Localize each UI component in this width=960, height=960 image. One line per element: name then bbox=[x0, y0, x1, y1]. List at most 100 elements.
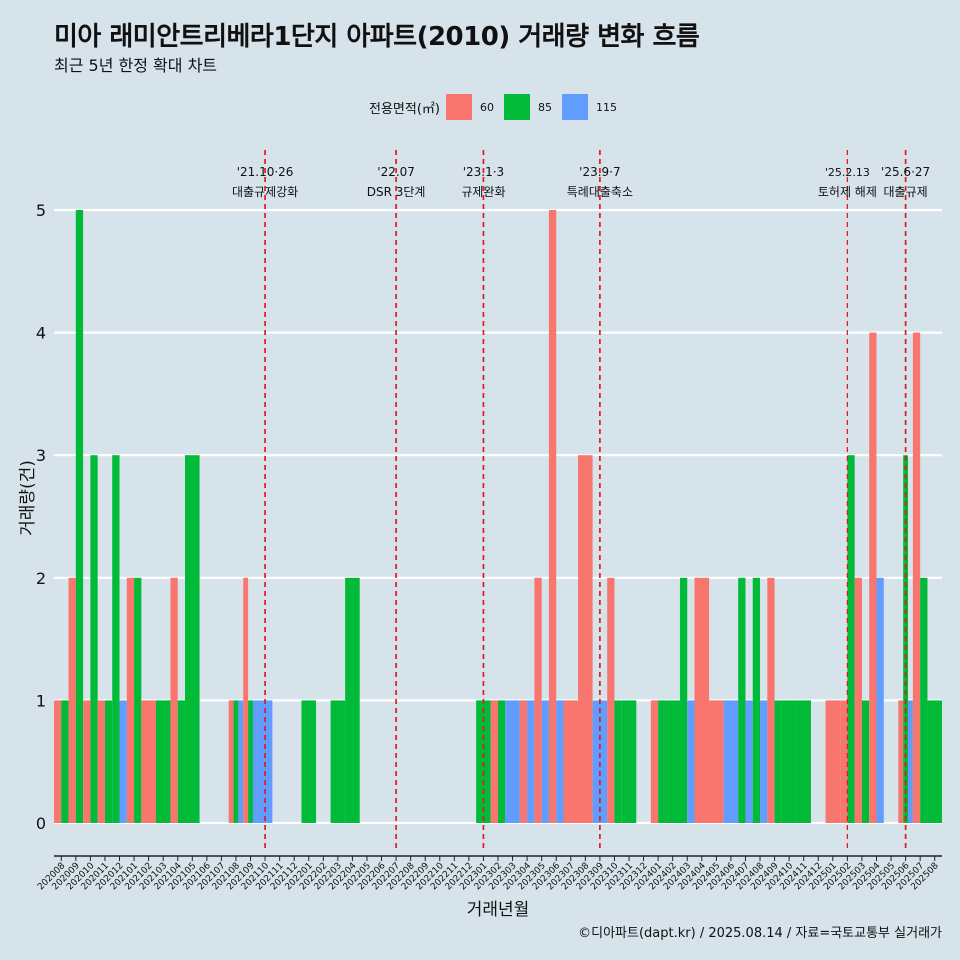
bar-85-202409 bbox=[774, 700, 782, 823]
legend-item-115: 115 bbox=[561, 94, 623, 120]
bar-60-202506 bbox=[898, 700, 904, 823]
bar-85-202403 bbox=[679, 577, 688, 823]
bar-60-202503 bbox=[854, 577, 862, 823]
legend-item-60: 60 bbox=[445, 94, 500, 120]
bar-85-202108 bbox=[233, 700, 239, 823]
bar-85-202109 bbox=[248, 700, 253, 823]
bar-85-202101 bbox=[134, 577, 142, 823]
legend-swatch-60 bbox=[445, 94, 472, 120]
bar-115-202305 bbox=[541, 700, 549, 823]
bar-85-202010 bbox=[90, 455, 98, 823]
bar-60-202308 bbox=[578, 455, 593, 823]
bar-115-202306 bbox=[556, 700, 564, 823]
bar-85-202402 bbox=[665, 700, 680, 823]
bar-85-202011 bbox=[104, 700, 113, 823]
bar-60-202302 bbox=[490, 700, 498, 823]
bar-60-202401 bbox=[650, 700, 659, 823]
bar-60-202104 bbox=[170, 577, 178, 823]
bar-115-202108 bbox=[238, 700, 244, 823]
bar-115-202407 bbox=[745, 700, 753, 823]
annotation-label: 토허제 해제 bbox=[818, 185, 877, 199]
chart-title: 미아 래미안트리베라1단지 아파트(2010) 거래량 변화 흐름 bbox=[54, 22, 700, 52]
bar-115-202406 bbox=[723, 700, 739, 823]
annotation-label: DSR 3단계 bbox=[367, 185, 426, 199]
bar-85-202410 bbox=[781, 700, 797, 823]
bar-60-202405 bbox=[709, 700, 724, 823]
bar-85-202508 bbox=[927, 700, 942, 823]
bar-85-202408 bbox=[752, 577, 761, 823]
y-tick-label: 5 bbox=[36, 201, 46, 220]
annotation-label: 대출규제 bbox=[884, 185, 928, 199]
bar-60-202008 bbox=[54, 700, 62, 823]
y-tick-label: 0 bbox=[36, 814, 46, 833]
annotation-date: '23.1·3 bbox=[463, 165, 504, 179]
annotation-label: 특례대출축소 bbox=[567, 185, 633, 199]
bar-60-202102 bbox=[141, 700, 156, 823]
bar-85-202401 bbox=[658, 700, 666, 823]
bar-85-202103 bbox=[155, 700, 171, 823]
bar-60-202307 bbox=[563, 700, 579, 823]
bar-85-202311 bbox=[621, 700, 637, 823]
bar-85-202407 bbox=[738, 577, 746, 823]
annotation-date: '25.6·27 bbox=[881, 165, 930, 179]
bar-115-202304 bbox=[527, 700, 535, 823]
legend-title: 전용면적(㎡) bbox=[369, 101, 440, 117]
legend-label-60: 60 bbox=[479, 100, 494, 114]
chart-caption: ©디아파트(dapt.kr) / 2025.08.14 / 자료=국토교통부 실… bbox=[578, 926, 942, 941]
bar-60-202011 bbox=[97, 700, 105, 823]
bar-115-202408 bbox=[760, 700, 768, 823]
bar-60-202507 bbox=[912, 332, 921, 823]
bar-85-202012 bbox=[112, 455, 120, 823]
bar-115-202109 bbox=[252, 700, 258, 823]
bar-85-202411 bbox=[796, 700, 811, 823]
bar-60-202101 bbox=[126, 577, 135, 823]
bar-60-202108 bbox=[228, 700, 234, 823]
x-axis-title: 거래년월 bbox=[467, 900, 530, 920]
annotation-date: '25.2.13 bbox=[825, 166, 870, 179]
bar-85-202201 bbox=[301, 700, 317, 823]
bar-85-202302 bbox=[498, 700, 506, 823]
bar-60-202502 bbox=[840, 700, 848, 823]
bar-85-202104 bbox=[177, 700, 186, 823]
bar-85-202008 bbox=[61, 700, 69, 823]
legend-label-85: 85 bbox=[537, 100, 552, 114]
annotation-date: '21.10·26 bbox=[237, 165, 294, 179]
bar-60-202306 bbox=[548, 210, 557, 823]
legend-swatch-115 bbox=[561, 94, 588, 120]
legend-swatch-85 bbox=[503, 94, 530, 120]
bar-60-202304 bbox=[519, 700, 528, 823]
bar-115-202504 bbox=[876, 577, 884, 823]
bar-60-202109 bbox=[243, 577, 249, 823]
bar-60-202501 bbox=[825, 700, 841, 823]
bar-60-202305 bbox=[534, 577, 542, 823]
bar-85-202009 bbox=[75, 210, 84, 823]
bar-115-202303 bbox=[505, 700, 520, 823]
chart-subtitle: 최근 5년 한정 확대 차트 bbox=[54, 56, 218, 75]
annotation-date: '23.9·7 bbox=[579, 165, 620, 179]
bar-60-202504 bbox=[869, 332, 877, 823]
bar-115-202110 bbox=[257, 700, 273, 823]
bar-60-202010 bbox=[83, 700, 91, 823]
bar-115-202309 bbox=[592, 700, 608, 823]
bar-85-202310 bbox=[614, 700, 622, 823]
annotation-label: 대출규제강화 bbox=[232, 185, 298, 199]
legend-label-115: 115 bbox=[595, 100, 617, 114]
y-tick-label: 4 bbox=[36, 324, 46, 343]
bar-85-202301 bbox=[476, 700, 491, 823]
bar-60-202404 bbox=[694, 577, 710, 823]
y-tick-label: 3 bbox=[36, 446, 46, 465]
bar-85-202105 bbox=[185, 455, 200, 823]
bar-115-202506 bbox=[908, 700, 913, 823]
y-axis-title: 거래량(건) bbox=[18, 460, 38, 536]
bar-115-202012 bbox=[119, 700, 127, 823]
annotation-label: 규제완화 bbox=[461, 185, 505, 199]
legend-item-85: 85 bbox=[503, 94, 558, 120]
legend: 전용면적(㎡) 60 85 115 bbox=[369, 93, 627, 121]
bar-85-202204 bbox=[345, 577, 360, 823]
y-tick-label: 2 bbox=[36, 569, 46, 588]
bar-60-202310 bbox=[607, 577, 615, 823]
bar-85-202502 bbox=[847, 455, 855, 823]
y-tick-label: 1 bbox=[36, 691, 46, 710]
bar-60-202409 bbox=[767, 577, 775, 823]
